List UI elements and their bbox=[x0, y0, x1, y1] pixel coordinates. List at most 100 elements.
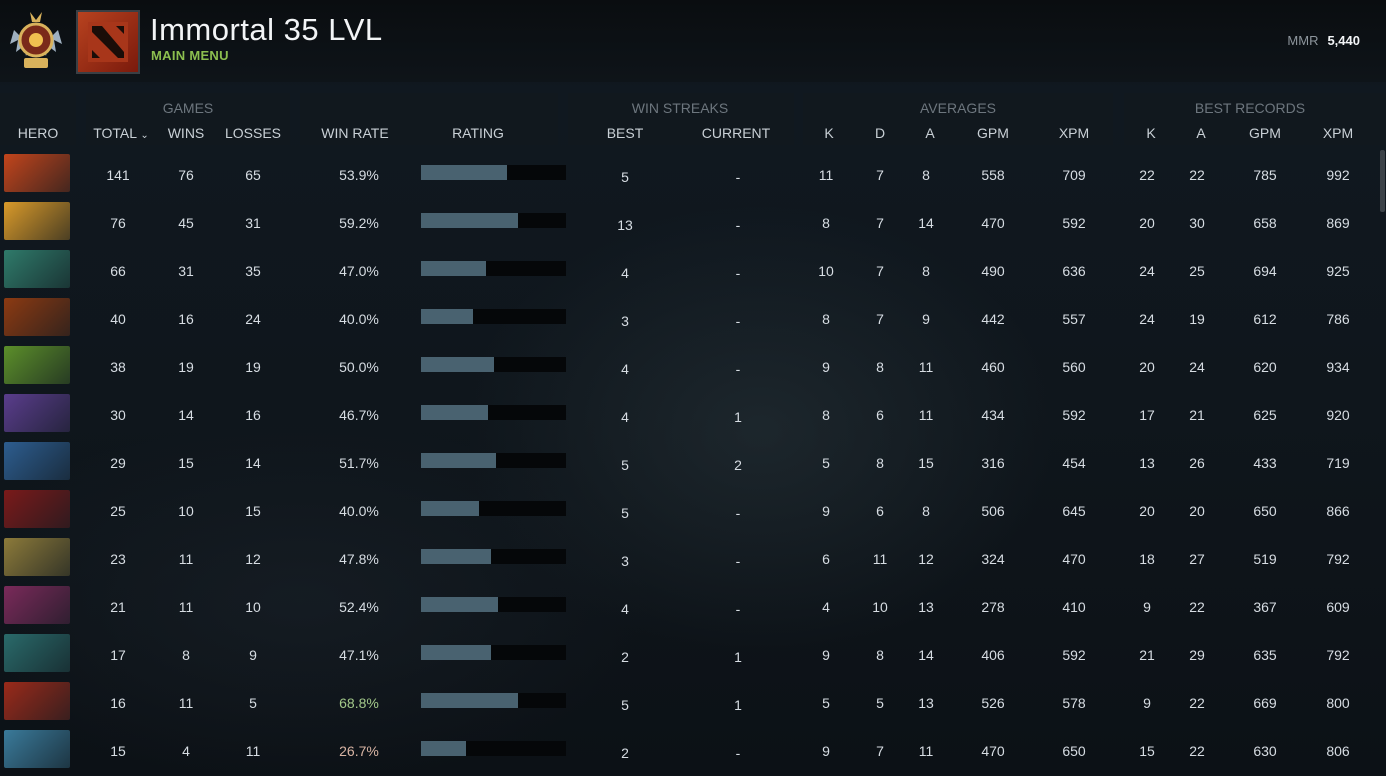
col-best-xpm[interactable]: XPM bbox=[1322, 125, 1354, 141]
rating-bar-fill bbox=[421, 357, 494, 372]
table-row[interactable]: 16 11 5 68.8% 5 1 5 5 13 526 578 9 22 669 800 bbox=[0, 680, 1386, 728]
cell-bgpm: 367 bbox=[1253, 599, 1277, 615]
cell-losses: 9 bbox=[249, 647, 257, 663]
col-rating[interactable]: RATING bbox=[452, 125, 504, 141]
col-streak-current[interactable]: CURRENT bbox=[701, 125, 771, 141]
rating-bar-fill bbox=[421, 309, 474, 324]
cell-a: 11 bbox=[918, 407, 934, 423]
cell-xpm: 410 bbox=[1062, 599, 1086, 615]
cell-wins: 76 bbox=[178, 167, 194, 183]
table-row[interactable]: 21 11 10 52.4% 4-4 10 13 278 410 9 22 367 609 bbox=[0, 584, 1386, 632]
cell-d: 7 bbox=[876, 215, 884, 231]
hero-portrait[interactable] bbox=[4, 298, 70, 336]
main-menu-link[interactable]: MAIN MENU bbox=[151, 48, 229, 63]
cell-d: 10 bbox=[872, 599, 888, 615]
table-row[interactable]: 40 16 24 40.0% 3 - 8 7 9 442 557 24 19 612 786 bbox=[0, 296, 1386, 344]
scrollbar-thumb[interactable] bbox=[1380, 150, 1385, 212]
col-hero[interactable]: HERO bbox=[17, 125, 59, 141]
rating-bar bbox=[421, 693, 566, 708]
cell-a: 15 bbox=[918, 455, 934, 471]
cell-best: 2 bbox=[621, 649, 629, 665]
cell-current: - bbox=[735, 313, 741, 329]
cell-a: 8 bbox=[922, 263, 930, 279]
cell-best: 5 bbox=[621, 697, 629, 713]
cell-current: - bbox=[735, 505, 741, 521]
col-avg-k[interactable]: K bbox=[824, 125, 834, 141]
hero-portrait[interactable] bbox=[4, 394, 70, 432]
cell-d: 8 bbox=[876, 359, 884, 375]
col-avg-xpm[interactable]: XPM bbox=[1058, 125, 1090, 141]
cell-win-rate: 47.1% bbox=[339, 647, 379, 663]
col-total[interactable]: TOTAL ⌄ bbox=[86, 125, 156, 141]
col-best-gpm[interactable]: GPM bbox=[1249, 125, 1281, 141]
cell-ba: 19 bbox=[1189, 311, 1205, 327]
rating-bar-fill bbox=[421, 741, 466, 756]
group-games: GAMES bbox=[162, 100, 214, 116]
cell-bk: 24 bbox=[1139, 263, 1155, 279]
cell-best: 4 bbox=[621, 361, 629, 377]
cell-total: 66 bbox=[110, 263, 126, 279]
panel-averages bbox=[803, 93, 1113, 145]
table-row[interactable]: 25 10 15 40.0% 5 - 9 6 8 506 645 20 20 650 866 bbox=[0, 488, 1386, 536]
table-row[interactable]: 17 8 9 47.1% 2 1 9 8 14 406 592 21 29 635 792 bbox=[0, 632, 1386, 680]
hero-portrait[interactable] bbox=[4, 586, 70, 624]
cell-wins: 45 bbox=[178, 215, 194, 231]
dota-logo-icon[interactable] bbox=[76, 10, 140, 74]
table-row[interactable]: 23 11 12 47.8% 3 - 6 11 12 324 470 18 27 519 792 bbox=[0, 536, 1386, 584]
hero-portrait[interactable] bbox=[4, 730, 70, 768]
table-row[interactable]: 15 4 11 26.7% 2 - 9 7 11 470 650 15 22 630 806 bbox=[0, 728, 1386, 776]
hero-portrait[interactable] bbox=[4, 154, 70, 192]
cell-ba: 22 bbox=[1189, 167, 1205, 183]
cell-ba: 29 bbox=[1189, 647, 1205, 663]
col-losses[interactable]: LOSSES bbox=[224, 125, 282, 141]
cell-current: - bbox=[735, 553, 741, 569]
cell-k: 8 bbox=[822, 311, 830, 327]
table-row[interactable]: 29 15 14 51.7% 5 2 5 8 15 316 454 13 26 433 719 bbox=[0, 440, 1386, 488]
cell-ba: 30 bbox=[1189, 215, 1205, 231]
cell-xpm: 470 bbox=[1062, 551, 1086, 567]
col-streak-best[interactable]: BEST bbox=[606, 125, 644, 141]
cell-bgpm: 433 bbox=[1253, 455, 1277, 471]
col-wins[interactable]: WINS bbox=[167, 125, 205, 141]
col-win-rate[interactable]: WIN RATE bbox=[321, 125, 389, 141]
table-row[interactable]: 66 31 35 47.0% 4 - 10 7 8 490 636 24 25 694 925 bbox=[0, 248, 1386, 296]
cell-bxpm: 866 bbox=[1326, 503, 1350, 519]
cell-total: 38 bbox=[110, 359, 126, 375]
hero-portrait[interactable] bbox=[4, 442, 70, 480]
hero-portrait[interactable] bbox=[4, 538, 70, 576]
hero-portrait[interactable] bbox=[4, 202, 70, 240]
cell-ba: 22 bbox=[1189, 695, 1205, 711]
cell-bgpm: 669 bbox=[1253, 695, 1277, 711]
cell-gpm: 406 bbox=[981, 647, 1005, 663]
profile-title: Immortal 35 LVL bbox=[150, 12, 383, 47]
cell-ba: 22 bbox=[1189, 599, 1205, 615]
hero-portrait[interactable] bbox=[4, 490, 70, 528]
cell-bxpm: 920 bbox=[1326, 407, 1350, 423]
group-win-streaks: WIN STREAKS bbox=[631, 100, 729, 116]
cell-current: 1 bbox=[734, 649, 742, 665]
hero-portrait[interactable] bbox=[4, 634, 70, 672]
cell-bk: 13 bbox=[1139, 455, 1155, 471]
col-avg-a[interactable]: A bbox=[925, 125, 935, 141]
cell-best: 4 bbox=[621, 265, 629, 281]
col-best-a[interactable]: A bbox=[1196, 125, 1206, 141]
cell-wins: 16 bbox=[178, 311, 194, 327]
hero-portrait[interactable] bbox=[4, 682, 70, 720]
table-row[interactable]: 30 14 16 46.7% 4 1 8 6 11 434 592 17 21 625 920 bbox=[0, 392, 1386, 440]
col-avg-gpm[interactable]: GPM bbox=[977, 125, 1009, 141]
cell-d: 5 bbox=[876, 695, 884, 711]
cell-xpm: 636 bbox=[1062, 263, 1086, 279]
table-row[interactable]: 141 76 65 53.9% 5 - 11 7 8 558 709 22 22 785 992 bbox=[0, 152, 1386, 200]
table-row[interactable]: 76 45 31 59.2% 13 - 8 7 14 470 592 20 30 658 869 bbox=[0, 200, 1386, 248]
hero-portrait[interactable] bbox=[4, 250, 70, 288]
cell-losses: 24 bbox=[245, 311, 261, 327]
hero-portrait[interactable] bbox=[4, 346, 70, 384]
cell-bxpm: 934 bbox=[1326, 359, 1350, 375]
cell-ba: 25 bbox=[1189, 263, 1205, 279]
col-avg-d[interactable]: D bbox=[874, 125, 886, 141]
cell-bk: 20 bbox=[1139, 215, 1155, 231]
col-best-k[interactable]: K bbox=[1146, 125, 1156, 141]
cell-losses: 35 bbox=[245, 263, 261, 279]
table-row[interactable]: 38 19 19 50.0% 4 - 9 8 11 460 560 20 24 620 934 bbox=[0, 344, 1386, 392]
cell-current: - bbox=[735, 217, 741, 233]
